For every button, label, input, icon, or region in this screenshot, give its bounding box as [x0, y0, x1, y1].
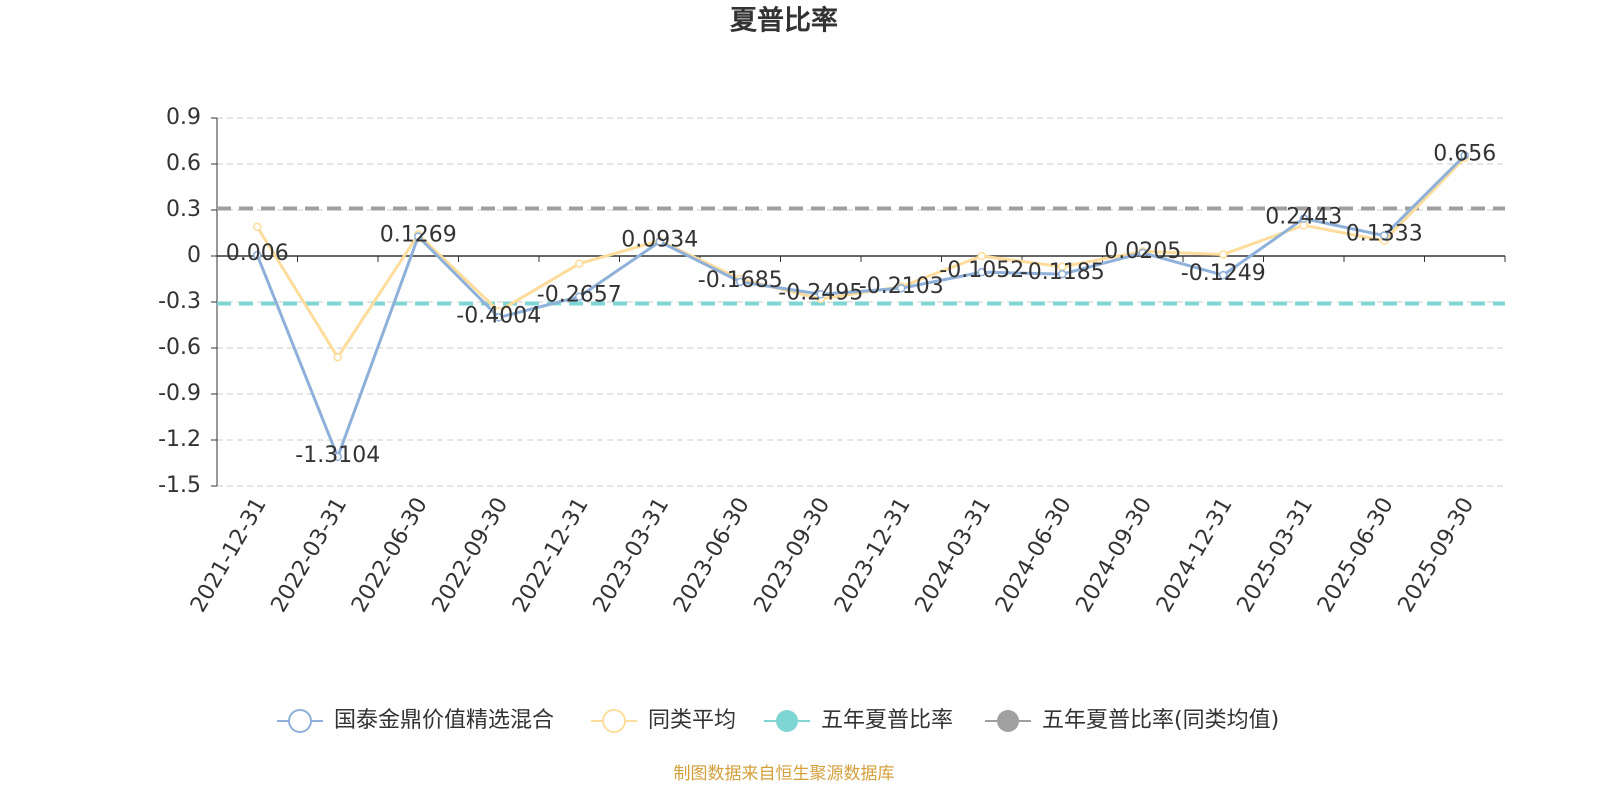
y-tick-label: -0.3 [158, 289, 201, 314]
x-tick-label: 2023-09-30 [750, 494, 836, 617]
point [575, 259, 584, 268]
point [575, 292, 584, 301]
x-tick-label: 2024-06-30 [991, 494, 1077, 617]
x-tick-label: 2024-09-30 [1072, 494, 1158, 617]
x-tick-label: 2025-06-30 [1313, 494, 1399, 617]
legend-label: 五年夏普比率(同类均值) [1042, 708, 1279, 733]
x-tick-label: 2024-03-31 [911, 494, 997, 617]
point [494, 313, 503, 322]
data-label: -0.2657 [537, 283, 622, 308]
data-label: 0.1333 [1346, 222, 1423, 247]
point [897, 283, 906, 293]
point [1219, 270, 1228, 280]
data-label: -0.1249 [1181, 261, 1266, 286]
legend-label: 五年夏普比率 [821, 708, 953, 733]
x-tick-label: 2024-12-31 [1152, 494, 1238, 617]
legend-marker [602, 709, 626, 733]
point [1138, 248, 1147, 258]
point [1058, 269, 1067, 279]
point [253, 250, 262, 260]
y-tick-label: -0.9 [158, 381, 201, 406]
x-tick-label: 2025-09-30 [1394, 494, 1480, 617]
point [1460, 151, 1469, 160]
point [977, 251, 986, 261]
x-tick-label: 2023-03-31 [589, 494, 675, 617]
data-label: -0.2103 [859, 274, 944, 299]
point [816, 290, 825, 299]
legend-marker [288, 709, 312, 733]
y-tick-label: -0.6 [158, 335, 201, 360]
data-label: 0.1269 [380, 223, 457, 248]
data-label: 0.006 [226, 241, 289, 266]
y-tick-label: 0.6 [166, 151, 201, 176]
point [736, 277, 745, 287]
x-tick-label: 2022-03-31 [267, 494, 353, 617]
data-label: -0.1185 [1020, 260, 1105, 285]
data-label: -0.4004 [456, 303, 541, 328]
data-label: 0.0205 [1104, 239, 1181, 264]
x-tick-label: 2023-12-31 [830, 494, 916, 617]
y-tick-label: 0 [187, 243, 201, 268]
x-tick-label: 2022-06-30 [347, 494, 433, 617]
footer: 制图数据来自恒生聚源数据库 [674, 764, 895, 784]
x-tick-label: 2022-09-30 [428, 494, 514, 617]
x-tick-label: 2025-03-31 [1233, 494, 1319, 617]
x-tick-label: 2023-06-30 [669, 494, 755, 617]
y-tick-label: 0.9 [166, 105, 201, 130]
x-tick-label: 2022-12-31 [508, 494, 594, 617]
point [655, 237, 664, 246]
data-label: -0.2495 [778, 280, 863, 305]
data-label: 0.656 [1433, 141, 1496, 166]
legend-label: 同类平均 [648, 708, 736, 733]
legend-marker [776, 710, 798, 732]
point [977, 267, 986, 277]
point [333, 452, 342, 462]
point [333, 352, 342, 362]
point [1299, 214, 1308, 223]
point [1219, 250, 1228, 259]
data-label: -0.1685 [698, 268, 783, 293]
point [414, 232, 423, 241]
point [1380, 231, 1389, 240]
y-tick-label: -1.2 [158, 427, 201, 452]
x-tick-label: 2021-12-31 [186, 494, 272, 617]
data-label: 0.0934 [621, 228, 698, 253]
y-tick-label: -1.5 [158, 473, 201, 498]
series-line [255, 154, 1466, 462]
point [253, 222, 262, 232]
chart-title: 夏普比率 [730, 5, 838, 37]
series-line [255, 156, 1466, 360]
data-label: -1.3104 [295, 443, 380, 468]
data-label: 0.2443 [1265, 205, 1342, 230]
legend-label: 国泰金鼎价值精选混合 [334, 708, 554, 733]
data-label: -0.1052 [939, 258, 1024, 283]
legend-marker [997, 710, 1019, 732]
y-tick-label: 0.3 [166, 197, 201, 222]
